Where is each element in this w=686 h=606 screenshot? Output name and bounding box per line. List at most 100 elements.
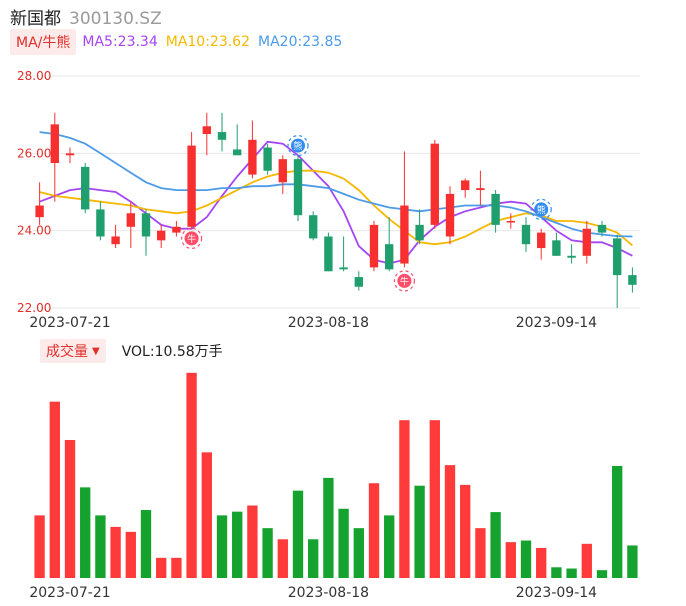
candle[interactable]	[309, 211, 318, 241]
date-tick-label: 2023-08-18	[288, 585, 369, 601]
volume-bar[interactable]	[34, 515, 45, 578]
candle[interactable]	[613, 234, 622, 308]
candle[interactable]	[552, 232, 561, 256]
candle[interactable]	[400, 151, 409, 268]
candle[interactable]	[369, 221, 379, 272]
candle[interactable]	[157, 224, 166, 249]
candle[interactable]	[354, 271, 363, 291]
bear-marker[interactable]: 熊	[530, 198, 552, 220]
ma-legend: MA/牛熊 MA5:23.34 MA10:23.62 MA20:23.85	[10, 29, 350, 55]
volume-bar[interactable]	[581, 543, 592, 578]
candle[interactable]	[50, 112, 59, 202]
candle[interactable]	[324, 232, 333, 272]
bull-marker[interactable]: 牛	[181, 227, 203, 249]
volume-bar[interactable]	[308, 539, 319, 578]
candle[interactable]	[415, 209, 424, 245]
volume-bar[interactable]	[171, 557, 182, 578]
volume-bar[interactable]	[596, 570, 608, 578]
volume-bar[interactable]	[232, 511, 243, 578]
volume-bar[interactable]	[80, 487, 91, 578]
candle[interactable]	[293, 155, 303, 221]
volume-bar[interactable]	[110, 526, 121, 578]
volume-bar[interactable]	[505, 542, 516, 578]
candle-body	[278, 159, 287, 183]
volume-bar[interactable]	[216, 515, 228, 578]
volume-bar[interactable]	[49, 401, 60, 578]
candle[interactable]	[217, 112, 227, 152]
ma20-line	[39, 131, 633, 238]
volume-bar[interactable]	[551, 567, 562, 578]
volume-bar[interactable]	[368, 483, 380, 578]
candle[interactable]	[476, 170, 485, 206]
volume-bar[interactable]	[536, 547, 547, 578]
candle[interactable]	[385, 217, 394, 272]
candle[interactable]	[445, 186, 455, 245]
candle[interactable]	[339, 236, 348, 272]
candle[interactable]	[263, 143, 272, 175]
price-x-axis: 2023-07-21 2023-08-18 2023-09-14	[29, 315, 597, 331]
bull-marker-dot	[184, 231, 199, 246]
volume-bar[interactable]	[156, 557, 167, 578]
candle-body	[521, 224, 531, 245]
candle-body	[415, 224, 424, 241]
volume-bar[interactable]	[95, 515, 106, 578]
candle[interactable]	[461, 178, 470, 198]
candle[interactable]	[187, 132, 196, 229]
candle[interactable]	[628, 267, 637, 293]
candle[interactable]	[111, 224, 120, 249]
volume-bar[interactable]	[566, 568, 577, 578]
volume-bar[interactable]	[384, 515, 395, 578]
ma-indicator-selector[interactable]: MA/牛熊	[10, 29, 77, 55]
volume-bar[interactable]	[460, 484, 471, 578]
volume-bar[interactable]	[64, 439, 76, 578]
volume-bar[interactable]	[125, 531, 136, 578]
candle[interactable]	[96, 201, 105, 241]
candle[interactable]	[506, 213, 515, 229]
volume-bar[interactable]	[612, 465, 623, 578]
volume-bar[interactable]	[140, 510, 152, 578]
candle-body	[217, 132, 227, 140]
bull-marker[interactable]: 牛	[393, 270, 415, 292]
candle[interactable]	[597, 221, 607, 237]
volume-bar[interactable]	[262, 528, 273, 578]
volume-bar[interactable]	[201, 452, 212, 578]
volume-bar[interactable]	[429, 420, 440, 578]
volume-bar[interactable]	[399, 420, 410, 578]
volume-indicator-selector[interactable]: 成交量 ▼	[40, 339, 106, 363]
bear-marker-ring	[530, 198, 552, 220]
candle[interactable]	[491, 190, 500, 233]
candle[interactable]	[278, 155, 287, 194]
candle[interactable]	[233, 124, 242, 156]
volume-bar[interactable]	[247, 505, 258, 578]
volume-bar[interactable]	[475, 528, 486, 578]
candle[interactable]	[567, 244, 576, 264]
candle[interactable]	[537, 228, 546, 260]
volume-bar[interactable]	[323, 477, 334, 578]
candle-body	[81, 166, 90, 210]
candle[interactable]	[430, 139, 439, 229]
candle[interactable]	[248, 120, 257, 179]
volume-bar[interactable]	[277, 539, 288, 578]
volume-bar[interactable]	[186, 372, 197, 578]
volume-bar[interactable]	[627, 545, 638, 578]
candle[interactable]	[202, 112, 211, 156]
bear-marker[interactable]: 熊	[287, 135, 309, 157]
candle[interactable]	[65, 147, 75, 163]
volume-bar[interactable]	[338, 508, 349, 578]
candle[interactable]	[81, 163, 90, 214]
volume-bar[interactable]	[490, 512, 501, 578]
volume-bar[interactable]	[520, 540, 532, 578]
volume-bar[interactable]	[444, 465, 456, 578]
volume-bar[interactable]	[414, 485, 425, 578]
candle[interactable]	[172, 221, 181, 237]
candle[interactable]	[521, 217, 531, 252]
candle[interactable]	[126, 201, 135, 249]
candle-body	[126, 213, 135, 227]
candle[interactable]	[141, 209, 151, 256]
volume-bar[interactable]	[292, 490, 304, 578]
bear-marker-label: 熊	[293, 140, 302, 152]
candle[interactable]	[35, 182, 44, 225]
volume-bar[interactable]	[353, 528, 364, 578]
candle[interactable]	[582, 221, 591, 264]
